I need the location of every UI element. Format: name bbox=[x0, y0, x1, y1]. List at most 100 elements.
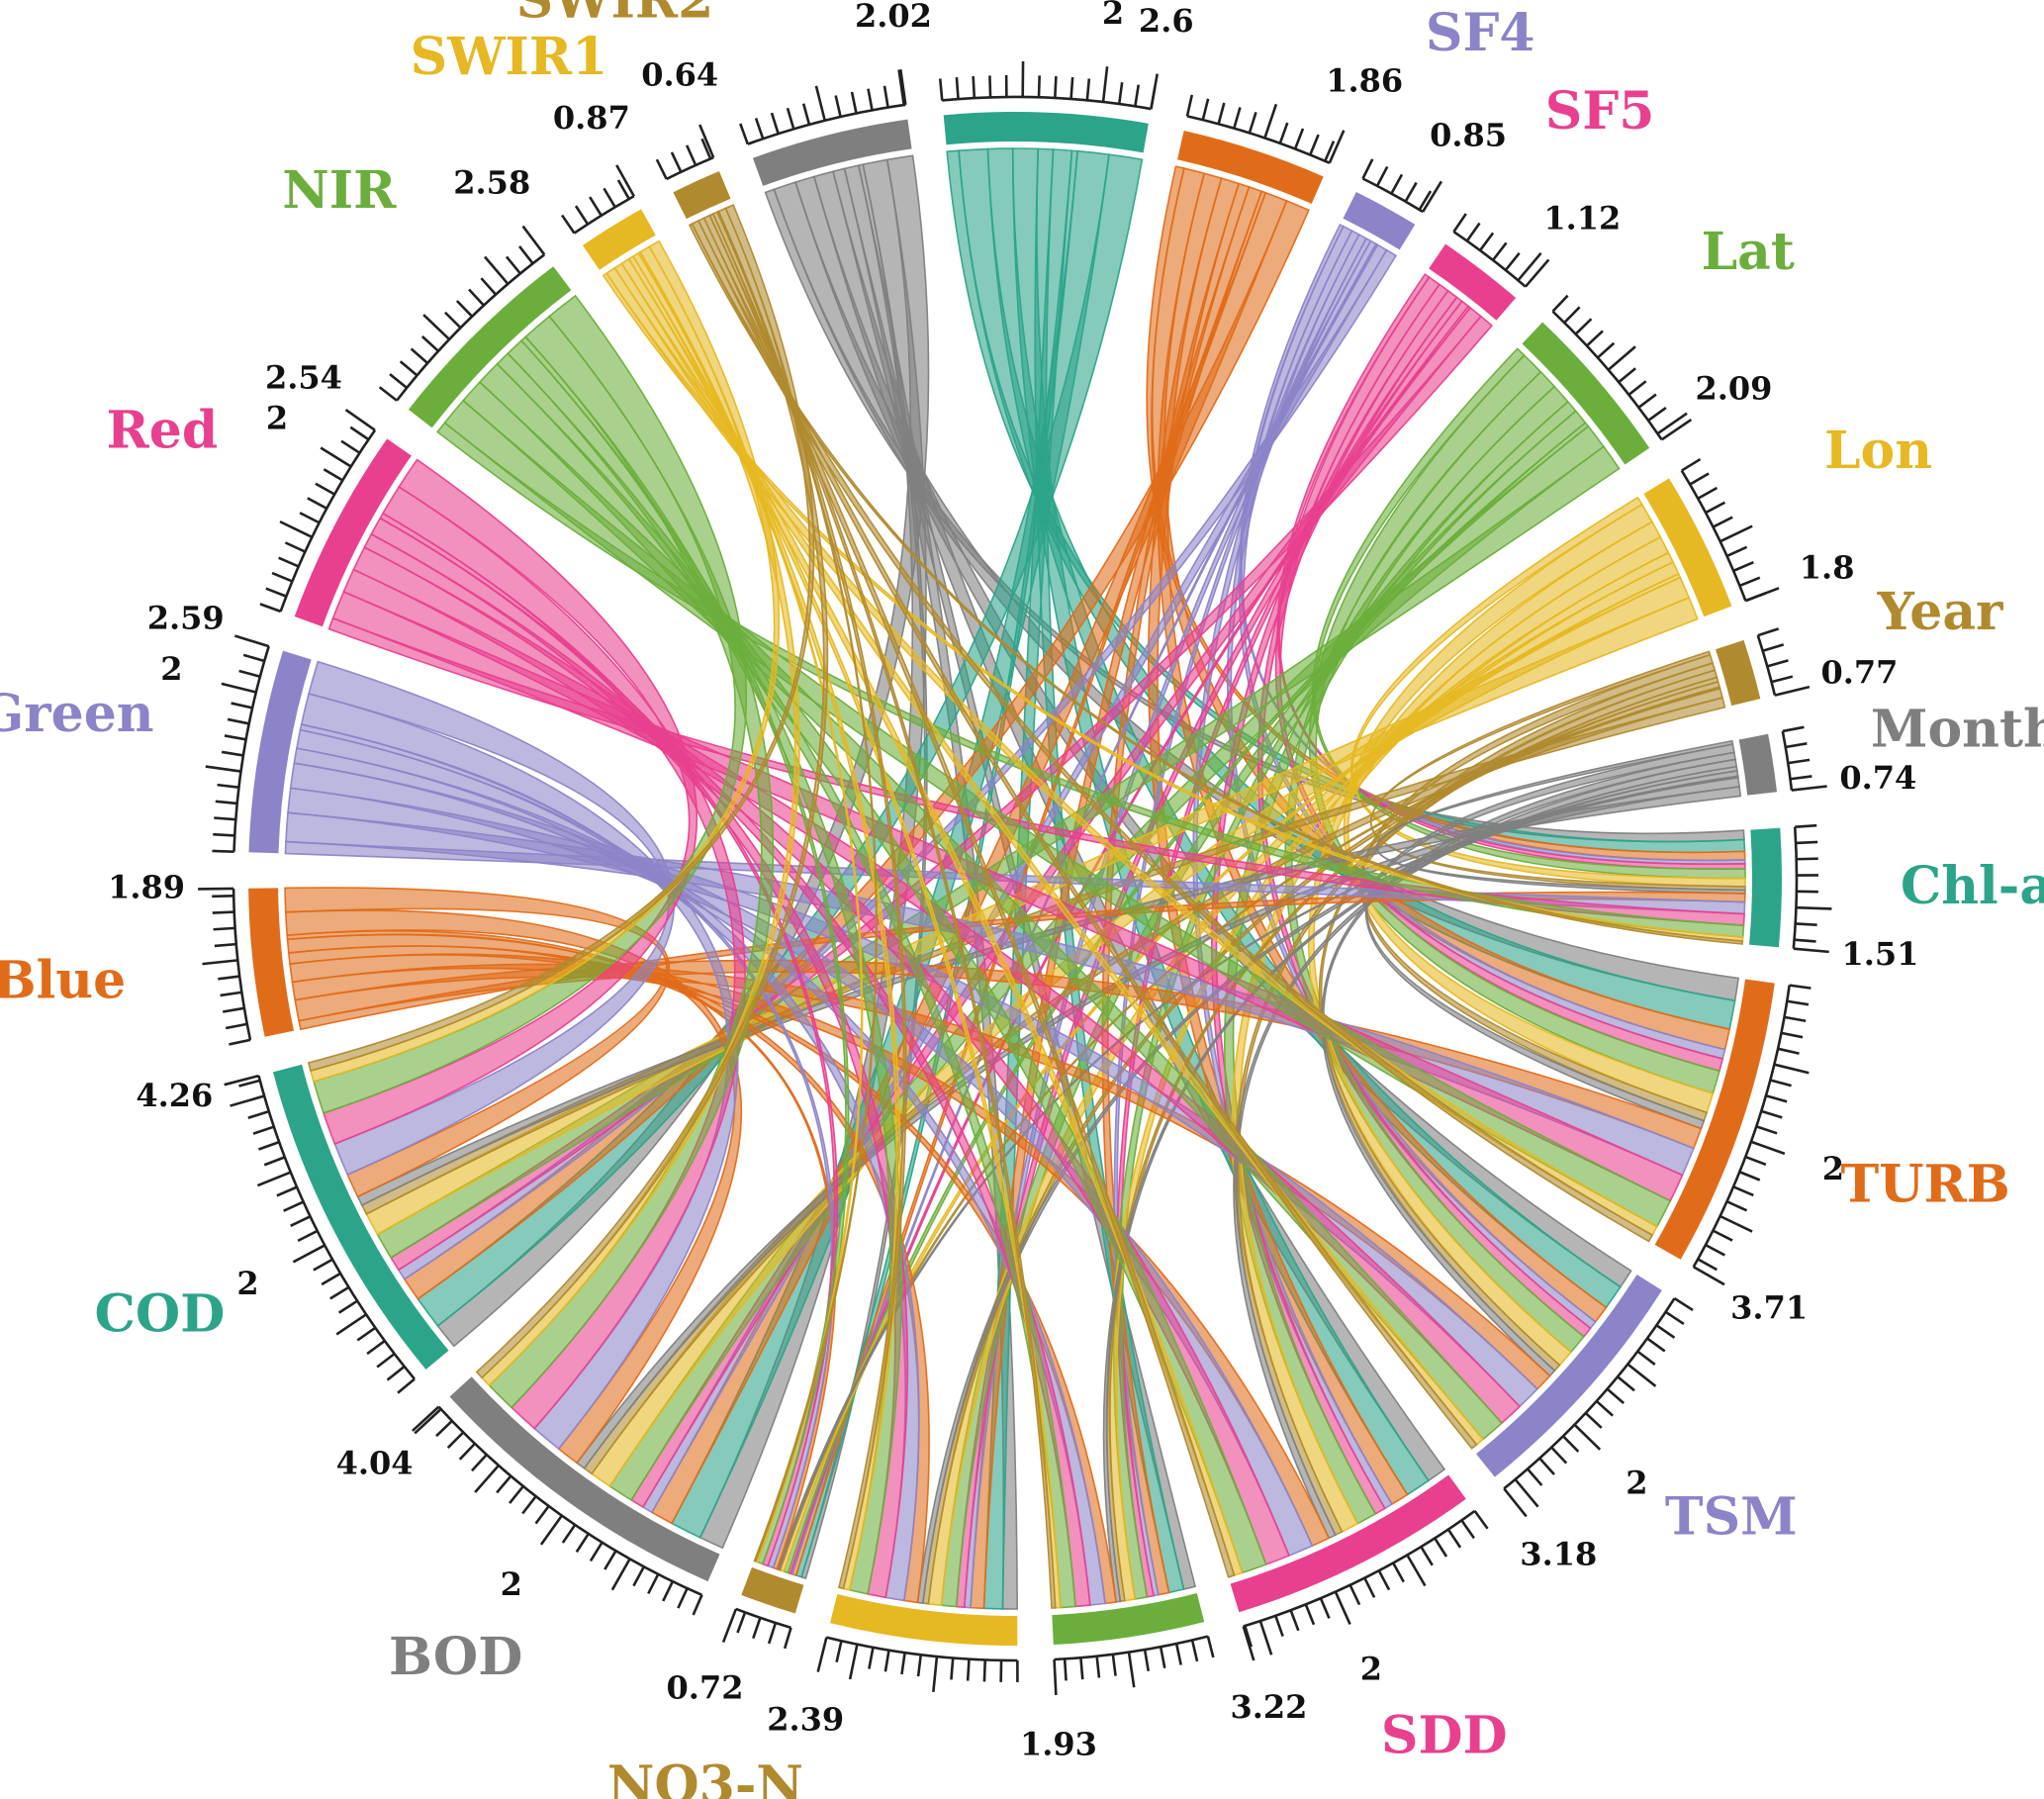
tick-lon-5 bbox=[1719, 524, 1753, 543]
tick-blue-3 bbox=[220, 991, 242, 997]
tick-sf3-7 bbox=[1293, 128, 1305, 149]
tick-cod-9 bbox=[313, 1258, 333, 1272]
tick-end-month bbox=[1791, 785, 1827, 792]
tick-green-1 bbox=[213, 832, 235, 837]
tick-chl-a-5 bbox=[1796, 905, 1832, 910]
tick-lon-4 bbox=[1712, 516, 1733, 528]
tick-end-sdd bbox=[1242, 1626, 1255, 1661]
tick-label-turb-1: 3.71 bbox=[1730, 1288, 1808, 1326]
tick-lat-1 bbox=[1563, 306, 1581, 324]
tick-lat-0 bbox=[1551, 294, 1569, 313]
tick-end-sf2 bbox=[1150, 73, 1160, 110]
arc-ptot bbox=[830, 1593, 1018, 1646]
tick-end-green bbox=[233, 634, 270, 648]
ribbon-swir2-bod bbox=[475, 207, 829, 1379]
tick-do-4 bbox=[1143, 1649, 1151, 1671]
tick-sf2-0 bbox=[938, 78, 944, 101]
tick-lon-1 bbox=[1689, 472, 1710, 486]
ribbon-swir1-no3-n bbox=[637, 250, 864, 1563]
tick-swir1-4 bbox=[616, 179, 630, 200]
ribbon-swir1-cod bbox=[309, 239, 781, 1083]
tick-tsm-7 bbox=[1606, 1387, 1626, 1405]
tick-lat-7 bbox=[1627, 380, 1647, 396]
tick-lat-5 bbox=[1607, 345, 1636, 371]
tick-ptot-4 bbox=[950, 1657, 955, 1680]
tick-cod-16 bbox=[263, 1156, 286, 1167]
tick-ptot-7 bbox=[900, 1652, 906, 1675]
tick-turb-7 bbox=[1765, 1093, 1788, 1103]
tick-blue-0 bbox=[229, 1038, 251, 1046]
tick-red-7 bbox=[307, 497, 327, 510]
arc-sf4 bbox=[1343, 191, 1416, 250]
tick-bod-12 bbox=[521, 1495, 537, 1515]
tick-sf1-9 bbox=[883, 85, 889, 108]
tick-label-bod-1: 4.04 bbox=[336, 1445, 414, 1482]
tick-bod-2 bbox=[662, 1580, 675, 1602]
tick-sf1-2 bbox=[770, 112, 780, 135]
tick-red-11 bbox=[340, 439, 361, 454]
tick-turb-8 bbox=[1760, 1109, 1783, 1119]
tick-cod-11 bbox=[297, 1229, 319, 1243]
ribbon-sf4-tsm bbox=[1227, 230, 1597, 1330]
tick-tsm-3 bbox=[1646, 1337, 1666, 1353]
tick-cod-1 bbox=[386, 1365, 406, 1381]
tick-baseline-blue bbox=[232, 888, 252, 1041]
tick-label-sf4-0: 0.85 bbox=[1430, 116, 1507, 153]
ticks-layer: 2.02 2 2.6 1.86 0.85 1.12 2.09 1.8 0.77 0.74 1.51 2… bbox=[108, 0, 1918, 1762]
tick-baseline-month bbox=[1781, 730, 1794, 791]
tick-label-year-0: 0.77 bbox=[1821, 653, 1899, 691]
tick-tsm-15 bbox=[1514, 1478, 1539, 1508]
tick-end-sf3 bbox=[1328, 130, 1346, 164]
group-label-no3-n: NO3-N bbox=[607, 1755, 803, 1799]
tick-bod-19 bbox=[435, 1419, 453, 1438]
tick-no3-n-0 bbox=[783, 1627, 792, 1650]
tick-end-year bbox=[1774, 685, 1811, 697]
tick-end-sf4 bbox=[1422, 180, 1443, 213]
tick-baseline-lon bbox=[1680, 469, 1747, 602]
tick-bod-17 bbox=[458, 1443, 476, 1461]
tick-baseline-do bbox=[1054, 1635, 1209, 1661]
tick-nir-10 bbox=[484, 255, 510, 285]
tick-baseline-ptot bbox=[826, 1636, 1018, 1662]
tick-chl-a-0 bbox=[1795, 823, 1817, 828]
tick-sf2-8 bbox=[1069, 76, 1074, 100]
ribbon-blue-bod bbox=[284, 909, 743, 1465]
tick-green-7 bbox=[224, 734, 246, 741]
tick-turb-17 bbox=[1705, 1243, 1725, 1257]
tick-swir2-0 bbox=[655, 158, 668, 180]
arc-sf2 bbox=[943, 112, 1149, 153]
tick-turb-9 bbox=[1755, 1125, 1778, 1135]
tick-label-green-1: 2.59 bbox=[147, 599, 225, 636]
tick-tsm-8 bbox=[1595, 1399, 1614, 1417]
tick-cod-14 bbox=[276, 1185, 298, 1197]
tick-baseline-sf3 bbox=[1186, 115, 1331, 164]
tick-sdd-10 bbox=[1334, 1591, 1351, 1625]
tick-turb-10 bbox=[1750, 1140, 1786, 1156]
tick-tsm-14 bbox=[1527, 1468, 1543, 1486]
tick-ptot-2 bbox=[982, 1659, 987, 1682]
tick-label-cod-1: 4.26 bbox=[136, 1077, 213, 1114]
group-label-red: Red bbox=[107, 401, 219, 461]
tick-sf1-3 bbox=[786, 107, 795, 130]
tick-sf2-3 bbox=[988, 75, 992, 98]
tick-swir2-2 bbox=[686, 144, 697, 166]
tick-red-6 bbox=[299, 512, 321, 524]
tick-sf4-0 bbox=[1361, 158, 1374, 180]
arc-nir bbox=[408, 266, 572, 428]
tick-month-0 bbox=[1782, 725, 1805, 733]
tick-cod-21 bbox=[238, 1079, 261, 1088]
tick-lon-2 bbox=[1697, 486, 1719, 500]
tick-label-green-0: 2 bbox=[160, 650, 182, 688]
ribbon-swir2-no3-n bbox=[715, 210, 878, 1562]
tick-tsm-6 bbox=[1617, 1375, 1635, 1392]
tick-sf5-5 bbox=[1517, 251, 1542, 282]
tick-cod-13 bbox=[283, 1200, 305, 1212]
tick-nir-11 bbox=[505, 255, 521, 275]
tick-baseline-bod bbox=[437, 1405, 702, 1597]
ribbon-month-ptot bbox=[916, 770, 1739, 1604]
tick-sdd-5 bbox=[1406, 1554, 1427, 1587]
tick-cod-3 bbox=[366, 1339, 386, 1356]
tick-turb-2 bbox=[1784, 1015, 1807, 1023]
tick-cod-15 bbox=[256, 1171, 292, 1187]
tick-nir-5 bbox=[422, 314, 451, 340]
